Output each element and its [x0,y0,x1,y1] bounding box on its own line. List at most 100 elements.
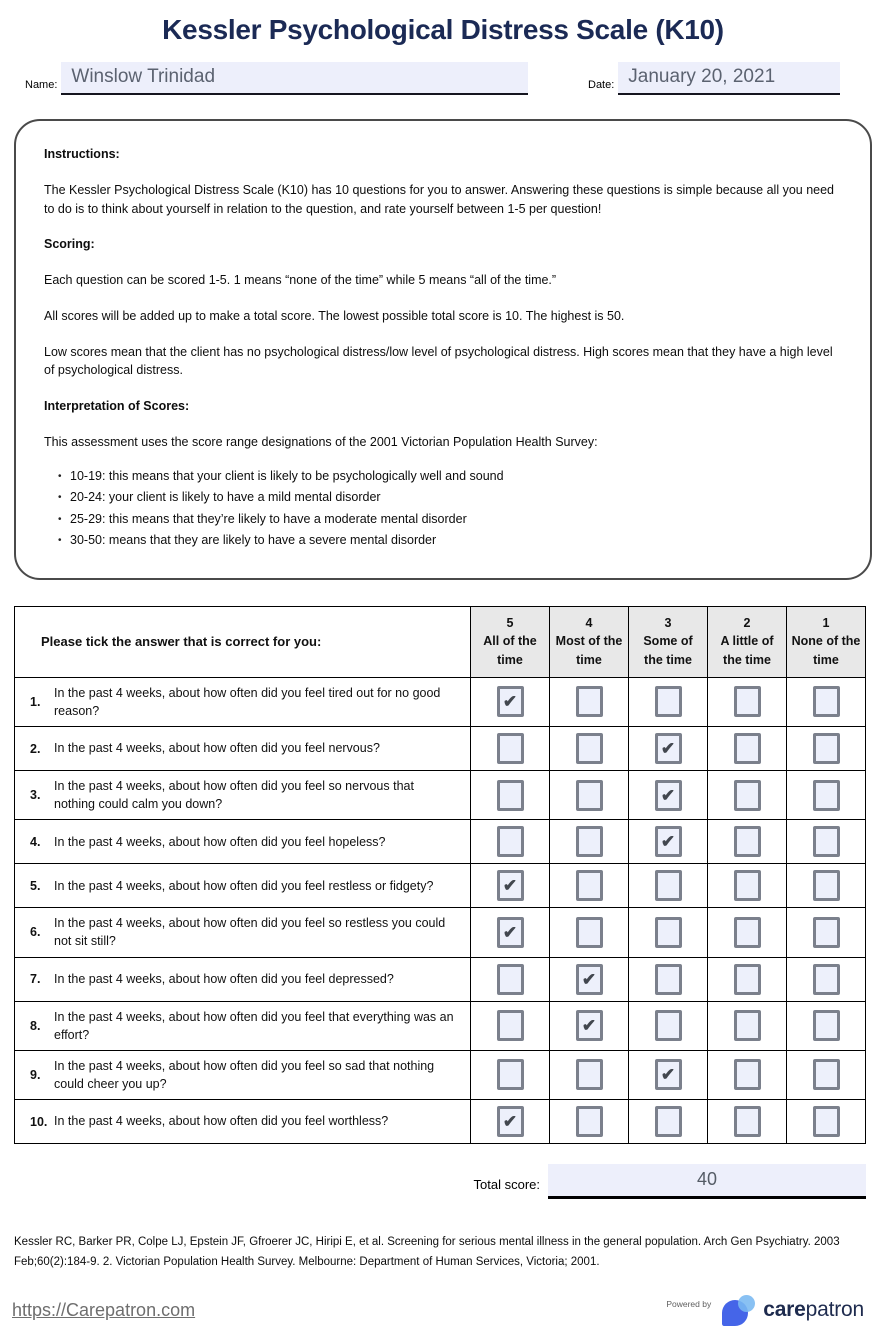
question-number: 10. [30,1114,48,1129]
answer-cell [707,956,787,1002]
checkbox-q5-score5[interactable]: ✔ [496,870,524,902]
checkbox-q4-score4[interactable] [575,826,603,858]
carepatron-logo-icon [721,1292,757,1328]
interpretation-heading: Interpretation of Scores: [44,399,190,413]
checkbox-q3-score4[interactable] [575,779,603,811]
logo-circle-shape [738,1295,756,1313]
checkbox-q10-score1[interactable] [812,1106,840,1137]
checkbox-q7-score4[interactable]: ✔ [575,963,603,995]
checkbox-q1-score3[interactable] [654,686,682,718]
carepatron-link[interactable]: https://Carepatron.com [12,1299,196,1320]
question-row-5: 5. In the past 4 weeks, about how often d… [14,863,866,909]
checkbox-q10-score5[interactable]: ✔ [496,1106,524,1137]
checkbox-q5-score1[interactable] [812,870,840,902]
answer-cell: ✔ [628,819,708,865]
name-input[interactable]: Winslow Trinidad [61,62,528,95]
checkbox-q3-score1[interactable] [812,779,840,811]
checkbox-q7-score5[interactable] [496,963,524,995]
question-row-10: 10. In the past 4 weeks, about how often … [14,1099,866,1144]
question-text: In the past 4 weeks, about how often did… [54,1058,435,1091]
answer-cell: ✔ [549,1000,629,1051]
checkbox-q4-score5[interactable] [496,826,524,858]
checkbox-q10-score3[interactable] [654,1106,682,1137]
checkbox-q4-score3[interactable]: ✔ [654,826,682,858]
checkbox-q2-score4[interactable] [575,733,603,764]
table-question-header: Please tick the answer that is correct f… [14,605,471,678]
checkbox-q9-score3[interactable]: ✔ [654,1059,682,1091]
checkbox-q8-score5[interactable] [496,1010,524,1042]
question-number: 4. [30,834,41,849]
checkbox-q5-score2[interactable] [733,870,761,902]
carepatron-wordmark: carepatron [763,1298,864,1322]
answer-cell [549,1099,629,1144]
question-text: In the past 4 weeks, about how often did… [54,1114,389,1129]
score-range-item: 30-50: means that they are likely to hav… [58,530,836,552]
checkbox-q6-score1[interactable] [812,916,840,948]
checkbox-q6-score4[interactable] [575,916,603,948]
date-input[interactable]: January 20, 2021 [618,62,840,95]
checkbox-q1-score2[interactable] [733,686,761,718]
question-cell: 7. In the past 4 weeks, about how often d… [14,956,471,1002]
checkbox-q8-score1[interactable] [812,1010,840,1042]
column-label: Most of the time [555,634,623,667]
question-cell: 9. In the past 4 weeks, about how often d… [14,1049,471,1101]
answer-cell [628,1000,708,1051]
checkbox-q5-score3[interactable] [654,870,682,902]
answer-cell [549,676,629,728]
checkbox-q3-score3[interactable]: ✔ [654,779,682,811]
checkbox-q3-score5[interactable] [496,779,524,811]
question-text: In the past 4 weeks, about how often did… [54,834,386,849]
k10-question-table: Please tick the answer that is correct f… [14,605,866,1144]
checkbox-q7-score1[interactable] [812,963,840,995]
question-text: In the past 4 weeks, about how often did… [54,916,446,949]
checkbox-q4-score1[interactable] [812,826,840,858]
answer-cell: ✔ [470,907,550,958]
answer-column-header-1: 1 None of the time [786,605,866,678]
checkbox-q2-score2[interactable] [733,733,761,764]
answer-cell [786,726,866,771]
checkbox-q8-score3[interactable] [654,1010,682,1042]
question-text: In the past 4 weeks, about how often did… [54,1009,454,1042]
answer-cell: ✔ [628,1049,708,1101]
answer-column-header-5: 5 All of the time [470,605,550,678]
checkbox-q6-score5[interactable]: ✔ [496,916,524,948]
checkbox-q10-score4[interactable] [575,1106,603,1137]
checkbox-q8-score2[interactable] [733,1010,761,1042]
name-date-row: Name: Winslow Trinidad Date: January 20,… [25,62,840,95]
question-row-7: 7. In the past 4 weeks, about how often d… [14,956,866,1002]
checkbox-q9-score4[interactable] [575,1059,603,1091]
checkbox-q3-score2[interactable] [733,779,761,811]
table-header-row: Please tick the answer that is correct f… [14,605,866,678]
answer-cell: ✔ [470,676,550,728]
checkbox-q2-score5[interactable] [496,733,524,764]
checkbox-q4-score2[interactable] [733,826,761,858]
score-range-item: 20-24: your client is likely to have a m… [58,487,836,509]
footer-bar: https://Carepatron.com Powered by carepa… [12,1292,864,1328]
checkbox-q1-score1[interactable] [812,686,840,718]
checkbox-q9-score1[interactable] [812,1059,840,1091]
checkbox-q6-score3[interactable] [654,916,682,948]
checkbox-q1-score5[interactable]: ✔ [496,686,524,718]
answer-cell: ✔ [470,1099,550,1144]
answer-column-header-3: 3 Some of the time [628,605,708,678]
checkbox-q9-score2[interactable] [733,1059,761,1091]
checkbox-q10-score2[interactable] [733,1106,761,1137]
answer-cell [707,1000,787,1051]
instructions-heading: Instructions: [44,147,120,161]
checkbox-q2-score3[interactable]: ✔ [654,733,682,764]
checkbox-q1-score4[interactable] [575,686,603,718]
answer-cell [470,819,550,865]
checkbox-q9-score5[interactable] [496,1059,524,1091]
checkbox-q8-score4[interactable]: ✔ [575,1010,603,1042]
checkbox-q2-score1[interactable] [812,733,840,764]
answer-cell [786,676,866,728]
question-row-8: 8. In the past 4 weeks, about how often d… [14,1000,866,1051]
total-score-field[interactable]: 40 [548,1164,866,1199]
checkbox-q6-score2[interactable] [733,916,761,948]
checkbox-q5-score4[interactable] [575,870,603,902]
question-number: 1. [30,694,41,709]
scoring-paragraph-3: Low scores mean that the client has no p… [44,344,833,378]
checkbox-q7-score3[interactable] [654,963,682,995]
checkbox-q7-score2[interactable] [733,963,761,995]
